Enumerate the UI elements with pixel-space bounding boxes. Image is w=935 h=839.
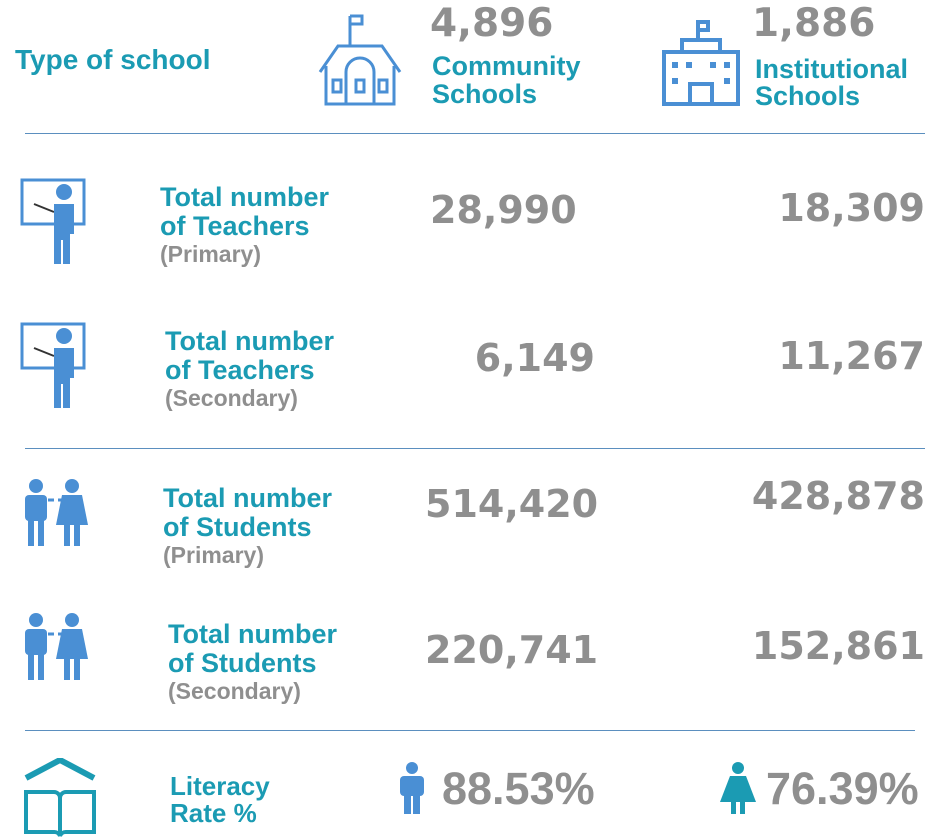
- count: 4,896: [430, 1, 554, 46]
- row-label: Total number: [160, 182, 330, 212]
- column-label: Schools: [755, 81, 861, 111]
- row-label: of Teachers: [160, 211, 310, 241]
- column-label: Institutional: [755, 54, 908, 84]
- row-icon: [20, 612, 90, 702]
- icon: [25, 479, 88, 546]
- literacy-value: 88.53%: [442, 763, 595, 814]
- row-label: Total number: [168, 619, 338, 649]
- row-level: (Secondary): [165, 385, 298, 411]
- value: 18,309: [778, 186, 925, 230]
- icon: [20, 178, 86, 264]
- literacy-label: Literacy: [170, 771, 270, 801]
- row-icon: [20, 478, 90, 568]
- row-level: (Primary): [160, 241, 261, 267]
- row-label: Total number: [165, 326, 335, 356]
- row-label: of Students: [163, 512, 312, 542]
- literacy-label: Rate %: [170, 798, 257, 828]
- column-label: Community: [432, 51, 581, 81]
- icon: [25, 613, 88, 680]
- value: 28,990: [430, 188, 577, 232]
- row-label: of Students: [168, 648, 317, 678]
- literacy-value: 76.39%: [766, 763, 919, 814]
- divider: [25, 133, 925, 134]
- column-label: Schools: [432, 79, 538, 109]
- value: 6,149: [474, 336, 595, 380]
- divider: [25, 448, 925, 449]
- value: 428,878: [751, 474, 925, 518]
- community-school-icon: [318, 14, 402, 106]
- value: 220,741: [425, 628, 599, 672]
- icon: [20, 322, 86, 408]
- count: 1,886: [752, 1, 876, 46]
- book-icon: [24, 758, 96, 837]
- divider: [25, 730, 915, 731]
- value: 11,267: [778, 334, 925, 378]
- row-label: of Teachers: [165, 355, 315, 385]
- row-icon: [20, 178, 90, 268]
- value: 152,861: [751, 624, 925, 668]
- row-label: Total number: [163, 483, 333, 513]
- header-title: Type of school: [15, 44, 211, 75]
- value: 514,420: [425, 482, 599, 526]
- row-level: (Primary): [163, 542, 264, 568]
- row-level: (Secondary): [168, 678, 301, 704]
- male-icon: [400, 762, 424, 814]
- female-icon: [720, 762, 756, 814]
- row-icon: [20, 322, 90, 412]
- institutional-school-icon: [662, 20, 740, 106]
